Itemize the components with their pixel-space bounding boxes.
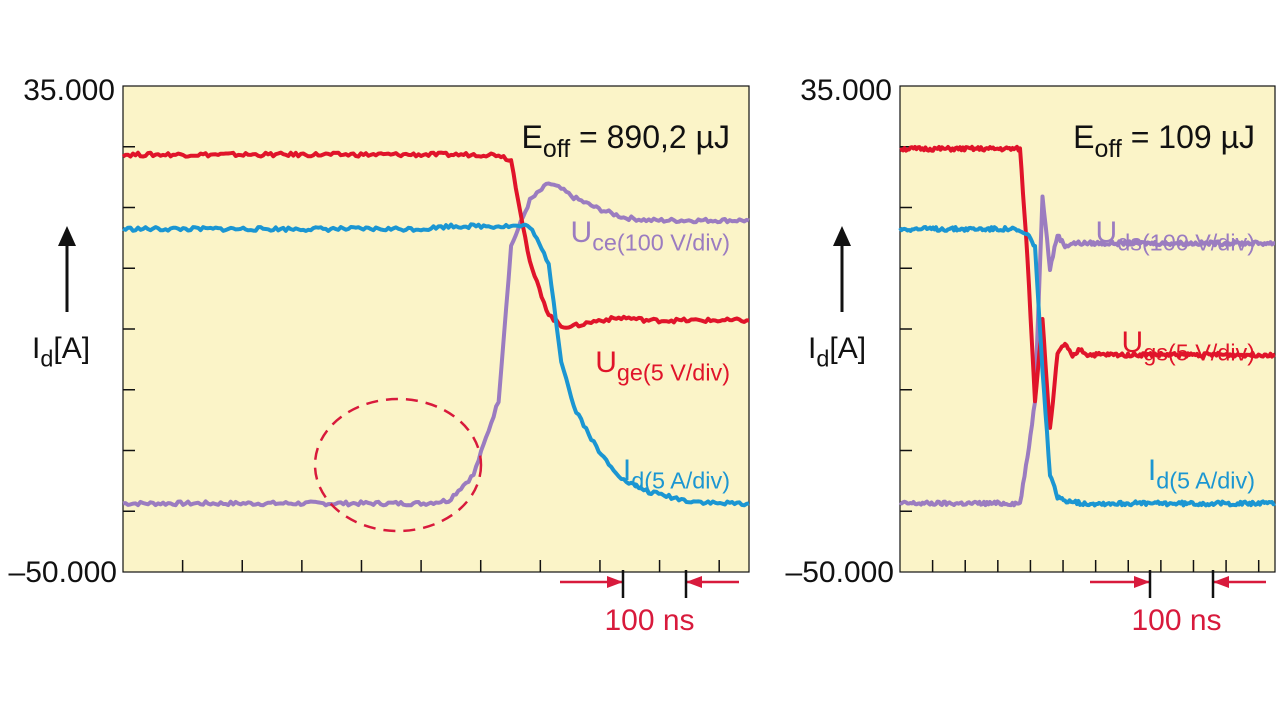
- energy-label-sub: off: [543, 135, 570, 163]
- series-label-gs: Ugs(5 V/div): [1122, 326, 1255, 365]
- series-line-ge: [121, 150, 749, 330]
- y-axis-label-sub: d: [816, 345, 829, 371]
- series-line-d: [898, 225, 1276, 508]
- energy-label-tail: = 890,2 µJ: [570, 119, 730, 155]
- time-scale-label: 100 ns: [1131, 604, 1221, 637]
- energy-label-tail: = 109 µJ: [1122, 119, 1255, 155]
- series-label-d-sub: d(5 A/div): [1156, 467, 1255, 493]
- series-label-ge-sub: ge(5 V/div): [617, 359, 730, 385]
- series-label-gs-sub: gs(5 V/div): [1143, 339, 1255, 365]
- series-label-ce: Uce(100 V/div): [571, 216, 730, 255]
- y-tick-label-top: 35.000: [800, 74, 892, 107]
- series-label-ce-main: U: [571, 216, 593, 249]
- series-label-ds-sub: ds(100 V/div): [1117, 229, 1255, 255]
- y-axis-label-tail: [A]: [53, 332, 90, 365]
- scale-arrow-left-icon: [1213, 576, 1229, 588]
- y-tick-label-bottom: –50.000: [786, 556, 894, 589]
- series-label-ge-main: U: [595, 346, 617, 379]
- scale-arrow-right-icon: [1134, 576, 1150, 588]
- series-label-d: Id(5 A/div): [1148, 454, 1255, 493]
- left-panel: 35.000 –50.000 Id[A] Eoff = 890,2 µJ Uce(100…: [9, 74, 750, 637]
- series-label-d-sub: d(5 A/div): [631, 467, 730, 493]
- series-label-ds: Uds(100 V/div): [1096, 216, 1255, 255]
- y-tick-label-bottom: –50.000: [9, 556, 117, 589]
- series-label-d-main: I: [1148, 454, 1156, 487]
- series-label-ce-sub: ce(100 V/div): [592, 229, 730, 255]
- energy-label: Eoff = 890,2 µJ: [521, 119, 730, 163]
- series-line-ds: [898, 194, 1276, 508]
- series-label-d-main: I: [623, 454, 631, 487]
- energy-label-main: E: [1073, 119, 1094, 155]
- energy-label-sub: off: [1095, 135, 1122, 163]
- y-axis-label: Id[A]: [808, 332, 866, 371]
- energy-label-main: E: [521, 119, 542, 155]
- y-axis-label-sub: d: [40, 345, 53, 371]
- time-scale-label: 100 ns: [604, 604, 694, 637]
- up-arrow-icon: [58, 226, 76, 246]
- series-line-ce: [122, 181, 750, 508]
- scale-arrow-left-icon: [686, 576, 702, 588]
- up-arrow-icon: [833, 226, 851, 246]
- y-axis-label-main: I: [32, 332, 40, 365]
- plot-area: [899, 85, 1276, 573]
- series-line-d: [122, 222, 750, 508]
- series-label-ge: Uge(5 V/div): [595, 346, 730, 385]
- energy-label: Eoff = 109 µJ: [1073, 119, 1255, 163]
- y-axis-label-tail: [A]: [829, 332, 866, 365]
- highlight-circle: [313, 397, 483, 533]
- scale-arrow-right-icon: [607, 576, 623, 588]
- right-panel: 35.000 –50.000 Id[A] Eoff = 109 µJ Uds(100 V…: [786, 74, 1276, 637]
- y-tick-label-top: 35.000: [23, 74, 115, 107]
- series-label-gs-main: U: [1122, 326, 1144, 359]
- series-line-gs: [899, 144, 1276, 430]
- series-label-d: Id(5 A/div): [623, 454, 730, 493]
- series-label-ds-main: U: [1096, 216, 1118, 249]
- y-axis-label: Id[A]: [32, 332, 90, 371]
- y-axis-label-main: I: [808, 332, 816, 365]
- plot-area: [122, 85, 750, 573]
